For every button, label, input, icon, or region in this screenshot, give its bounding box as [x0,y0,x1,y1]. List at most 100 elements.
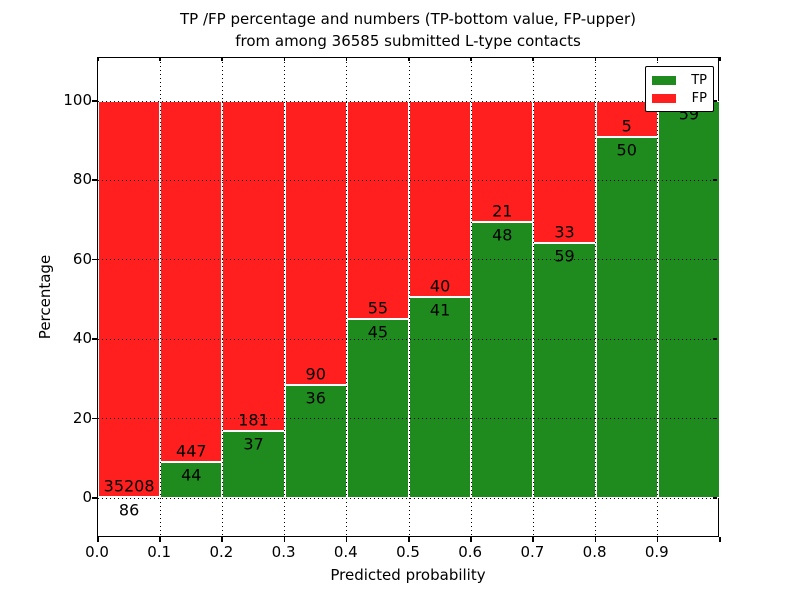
bar-tp-segment-3 [284,384,347,498]
x-tick-label-0.1: 0.1 [147,543,172,561]
y-tick-right [713,417,717,420]
x-tick-bottom [345,537,348,542]
bar-label-tp-5: 41 [429,300,451,320]
x-tick-top [283,57,286,61]
bar-label-fp-8: 5 [621,116,632,136]
x-tick-top [345,57,348,61]
x-tick-top [408,57,410,61]
bar-fp-segment-0 [98,101,161,498]
x-tick-label-0.8: 0.8 [582,543,607,561]
plot-layer: 35208 86 447 44 181 37 90 36 55 45 40 41 21 48 33 59 5 50… [98,58,720,535]
legend: TP FP [645,66,714,112]
bar-tp-segment-9 [657,101,720,498]
bar-label-fp-4: 55 [367,298,389,318]
bar-label-fp-2: 181 [238,410,269,430]
y-tick-right [713,258,717,261]
x-tick-bottom [470,537,472,542]
x-tick-bottom [408,537,410,542]
bar-tp-segment-1 [160,462,223,498]
x-tick-bottom [532,537,534,542]
legend-tp-swatch [652,75,676,85]
x-tick-bottom [159,537,161,542]
x-tick-label-0.0: 0.0 [85,543,109,561]
gridline-h-80 [98,179,717,181]
x-tick-top [470,57,472,61]
gridline-v-8 [595,58,597,535]
x-tick-top [594,57,597,61]
x-tick-bottom [97,537,99,542]
gridline-h-40 [98,338,717,340]
chart-title-line1: TP /FP percentage and numbers (TP-bottom… [180,10,636,28]
bar-tp-segment-4 [346,319,409,498]
y-tick-label-0: 0 [82,488,92,506]
y-tick-label-40: 40 [72,329,92,348]
gridline-v-9 [657,58,659,535]
gridline-h-60 [98,259,717,261]
bar-label-tp-3: 36 [305,388,326,408]
bar-fp-segment-1 [160,101,223,463]
y-tick-right [713,100,717,102]
gridline-v-1 [159,58,161,535]
legend-tp-label: TP [691,72,707,88]
x-tick-bottom [283,537,286,542]
x-tick-top [532,57,534,61]
gridline-v-4 [346,58,348,535]
bar-label-tp-0: 86 [118,500,140,520]
bar-label-tp-8: 50 [616,140,637,160]
bar-fp-segment-4 [346,101,409,320]
x-tick-bottom [221,537,223,542]
x-tick-top [159,57,161,61]
legend-item-fp: FP [652,91,707,106]
bar-label-fp-5: 40 [429,276,451,296]
bar-tp-segment-7 [533,243,596,498]
gridline-v-2 [221,58,223,535]
legend-fp-label: FP [691,90,707,106]
chart-title: TP /FP percentage and numbers (TP-bottom… [97,8,719,52]
bar-label-tp-7: 59 [554,246,575,266]
x-tick-label-0.2: 0.2 [209,543,234,561]
x-tick-bottom [656,537,659,542]
bar-label-tp-1: 44 [181,465,202,485]
chart-title-line2: from among 36585 submitted L-type contac… [235,32,581,50]
x-tick-label-0.7: 0.7 [520,543,545,561]
legend-fp-swatch [652,93,676,103]
y-tick-left [92,497,97,499]
gridline-v-6 [470,58,472,535]
gridline-v-7 [532,58,534,535]
bar-label-fp-7: 33 [554,222,575,242]
x-tick-label-0.9: 0.9 [644,543,669,561]
y-tick-right [713,179,717,181]
x-tick-label-0.4: 0.4 [333,543,358,561]
y-tick-left [92,100,97,102]
gridline-v-3 [284,58,286,535]
bar-tp-segment-8 [595,137,658,498]
gridline-h-20 [98,418,717,420]
bar-label-fp-0: 35208 [103,476,155,496]
x-axis-label: Predicted probability [330,566,486,584]
bar-label-tp-2: 37 [243,434,264,454]
plot-area: 35208 86 447 44 181 37 90 36 55 45 40 41 21 48 33 59 5 50… [97,57,720,537]
y-tick-label-60: 60 [72,249,92,268]
x-tick-label-0.3: 0.3 [271,543,296,561]
x-tick-bottom [594,537,597,542]
x-tick-label-0.6: 0.6 [458,543,483,561]
x-tick-top [656,57,659,61]
x-tick-label-0.5: 0.5 [396,543,420,561]
bar-label-fp-3: 90 [305,364,326,384]
bar-fp-segment-5 [409,101,472,298]
legend-item-tp: TP [652,73,707,88]
bar-fp-segment-3 [284,101,347,385]
gridline-h-0 [98,497,717,499]
bar-label-tp-6: 48 [492,225,513,245]
x-tick-top [97,57,99,61]
x-tick-top [719,57,721,61]
y-tick-label-100: 100 [63,91,92,109]
bar-label-fp-6: 21 [492,201,513,221]
y-tick-left [92,258,97,261]
y-tick-label-20: 20 [72,408,92,427]
bar-tp-segment-2 [222,430,285,498]
bar-label-fp-1: 447 [176,441,207,461]
y-tick-left [92,417,97,420]
bar-tp-segment-6 [471,221,534,498]
